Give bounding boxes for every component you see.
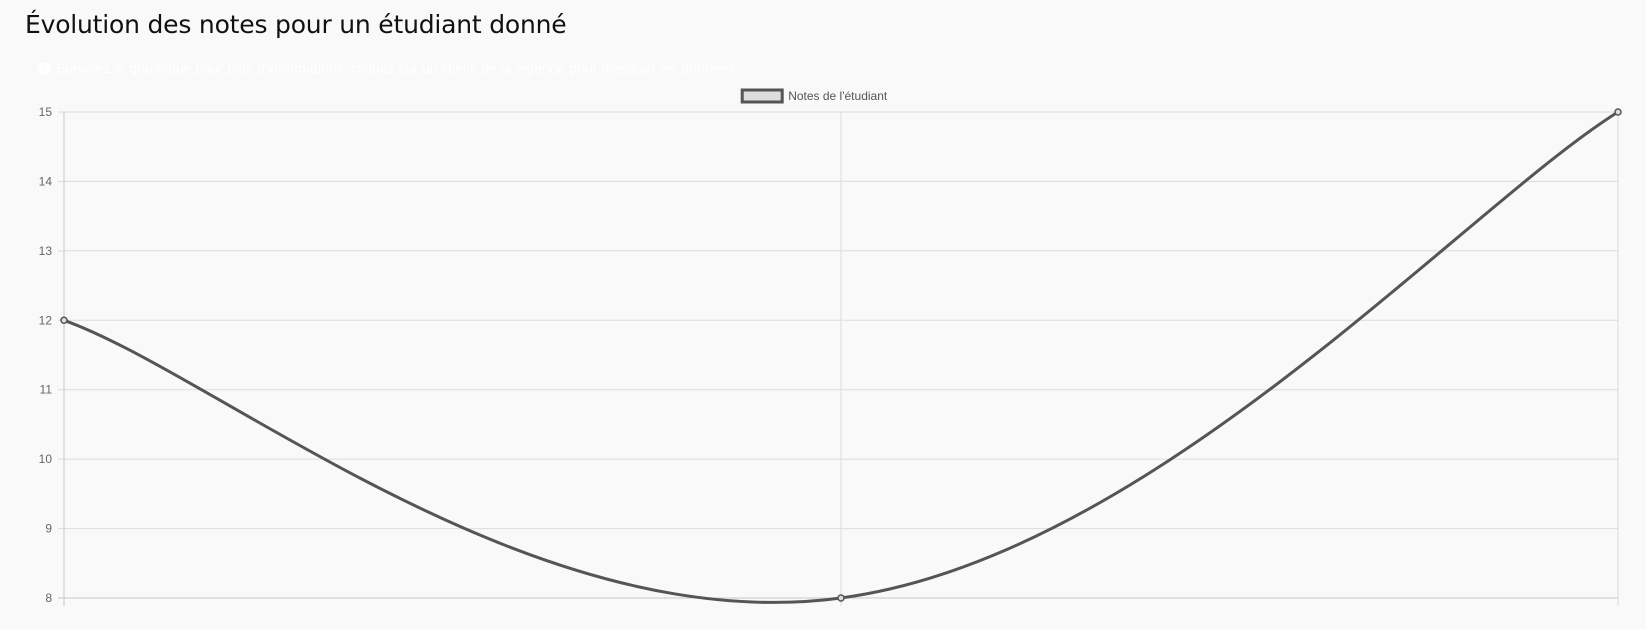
legend-swatch[interactable] — [740, 88, 784, 104]
data-point[interactable] — [837, 594, 845, 602]
y-tick-label: 8 — [45, 591, 52, 605]
y-tick-label: 10 — [39, 452, 53, 466]
y-tick-label: 12 — [39, 313, 53, 327]
y-tick-label: 13 — [39, 244, 53, 258]
info-circle-icon: i — [38, 61, 51, 75]
y-tick-label: 11 — [40, 383, 53, 397]
chart-grid — [58, 111, 1619, 606]
legend-label[interactable]: Notes de l'étudiant — [788, 89, 888, 103]
page-title: Évolution des notes pour un étudiant don… — [25, 10, 567, 39]
y-tick-label: 9 — [45, 522, 52, 536]
chart-hint: i Survolez le graphique pour plus d'info… — [38, 60, 739, 76]
chart-legend[interactable]: Notes de l'étudiant — [740, 88, 888, 104]
data-point[interactable] — [1614, 108, 1622, 116]
chart-hint-text: Survolez le graphique pour plus d'inform… — [56, 60, 739, 76]
chart-series — [60, 108, 1622, 604]
y-tick-label: 14 — [39, 174, 53, 188]
data-point[interactable] — [60, 316, 68, 325]
y-tick-label: 15 — [39, 105, 53, 119]
chart-axes: 8 9 10 11 12 13 14 15 — [39, 105, 53, 605]
